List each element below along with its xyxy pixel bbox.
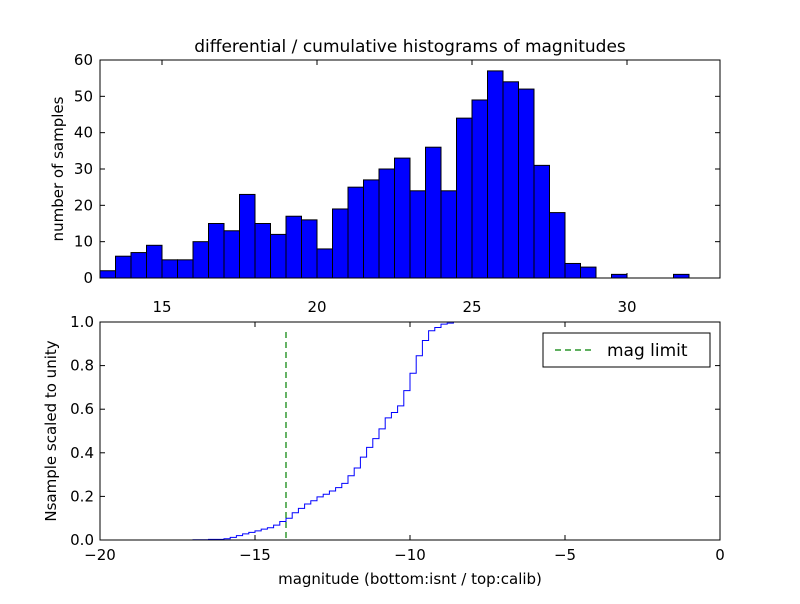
histogram-bar xyxy=(564,262,581,279)
bottom-y-tick-label: 0.2 xyxy=(70,487,94,505)
histogram-bar xyxy=(394,157,411,279)
histogram-bar xyxy=(518,88,535,279)
histogram-bar xyxy=(115,255,132,279)
bottom-x-axis-label: magnitude (bottom:isnt / top:calib) xyxy=(278,570,542,588)
histogram-bar xyxy=(177,259,194,279)
legend: mag limit xyxy=(542,332,711,368)
histogram-bar xyxy=(487,70,504,279)
histogram-bar xyxy=(378,168,395,279)
histogram-bar xyxy=(161,259,178,279)
bottom-y-tick-label: 1.0 xyxy=(70,313,94,331)
histogram-bar xyxy=(533,164,550,279)
bottom-plot-frame xyxy=(99,321,721,541)
cumulative-panel: 0.0 0.2 0.4 0.6 0.8 1.0 −20 −15 −10 −5 0 Nsample … xyxy=(42,313,725,588)
histogram-bar xyxy=(549,212,566,279)
cumulative-step-line xyxy=(100,321,720,541)
histogram-bar xyxy=(363,179,380,279)
histogram-bar xyxy=(301,219,318,279)
top-y-tick-label: 60 xyxy=(74,51,93,69)
bottom-x-tick-label: −10 xyxy=(394,546,426,564)
histogram-bar xyxy=(270,233,287,279)
bottom-x-tick-label: −20 xyxy=(84,546,116,564)
histogram-bar xyxy=(580,266,597,279)
histogram-bar xyxy=(425,146,442,279)
legend-mag-limit-label: mag limit xyxy=(607,341,688,361)
histogram-bar xyxy=(611,273,628,279)
histogram-bar xyxy=(471,99,488,279)
bottom-y-tick-label: 0.8 xyxy=(70,357,94,375)
top-y-tick-label: 10 xyxy=(74,233,93,251)
histogram-bar xyxy=(239,193,256,279)
histogram-bar xyxy=(673,273,690,279)
top-y-tick-label: 0 xyxy=(83,269,93,287)
bottom-y-tick-label: 0.6 xyxy=(70,400,94,418)
top-x-tick-label: 25 xyxy=(462,298,481,316)
bottom-y-ticks: 0.0 0.2 0.4 0.6 0.8 1.0 xyxy=(70,313,720,549)
histogram-panel: differential / cumulative histograms of … xyxy=(49,37,721,316)
histogram-bar xyxy=(456,117,473,279)
histogram-bar xyxy=(146,244,163,279)
bottom-x-tick-label: −15 xyxy=(239,546,271,564)
bottom-x-ticks: −20 −15 −10 −5 0 xyxy=(84,322,725,564)
histogram-bars xyxy=(99,70,690,279)
histogram-bar xyxy=(254,223,271,279)
bottom-y-axis-label: Nsample scaled to unity xyxy=(42,340,60,521)
top-plot-frame xyxy=(99,59,721,279)
histogram-bar xyxy=(440,190,457,279)
top-y-tick-label: 20 xyxy=(74,196,93,214)
top-y-tick-label: 50 xyxy=(74,87,93,105)
histogram-bar xyxy=(99,270,116,279)
histogram-bar xyxy=(130,252,147,279)
histogram-bar xyxy=(332,208,349,279)
histogram-bar xyxy=(409,190,426,279)
histogram-bar xyxy=(223,230,240,279)
top-y-axis-label: number of samples xyxy=(49,96,67,241)
top-x-tick-label: 30 xyxy=(617,298,636,316)
bottom-x-tick-label: −5 xyxy=(554,546,576,564)
top-x-ticks: 15 20 25 30 xyxy=(152,60,637,316)
bottom-x-tick-label: 0 xyxy=(715,546,725,564)
top-x-tick-label: 15 xyxy=(152,298,171,316)
histogram-bar xyxy=(316,248,333,279)
chart-title: differential / cumulative histograms of … xyxy=(194,37,626,57)
top-x-tick-label: 20 xyxy=(307,298,326,316)
histogram-bar xyxy=(347,186,364,279)
bottom-y-tick-label: 0.4 xyxy=(70,444,94,462)
top-y-tick-label: 40 xyxy=(74,124,93,142)
histogram-bar xyxy=(192,241,209,279)
histogram-bar xyxy=(208,223,225,279)
top-y-tick-label: 30 xyxy=(74,160,93,178)
bottom-y-tick-label: 0.0 xyxy=(70,531,94,549)
histogram-bar xyxy=(502,81,519,279)
histogram-bar xyxy=(285,215,302,279)
